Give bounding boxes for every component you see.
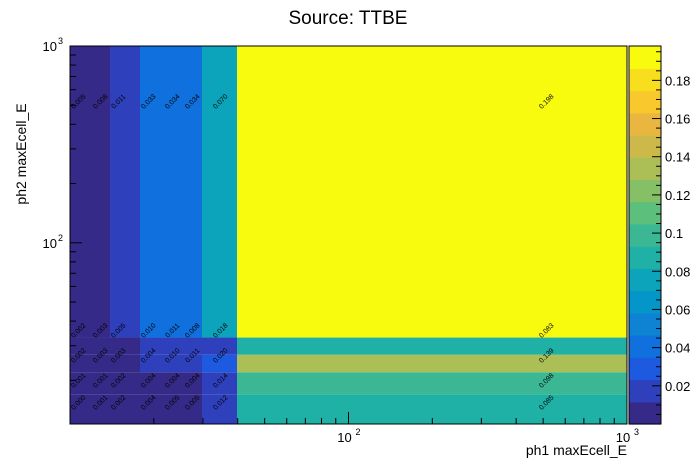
color-scale-tick-label: 0.12	[665, 188, 690, 203]
color-scale-segment	[629, 179, 661, 203]
heatmap-cells	[70, 46, 627, 424]
color-scale-segment	[629, 46, 661, 69]
color-scale-segment	[629, 379, 661, 403]
heatmap-cell	[202, 354, 237, 373]
color-scale-tick-label: 0.06	[665, 302, 690, 317]
color-scale-segment	[629, 357, 661, 381]
heatmap-cell	[237, 372, 627, 395]
heatmap-cell	[140, 372, 171, 395]
y-tick-label-exponent: 3	[58, 36, 63, 46]
heatmap-cell	[70, 46, 110, 338]
color-scale-segment	[629, 246, 661, 269]
heatmap-cell	[70, 354, 110, 373]
heatmap-cell	[110, 372, 140, 395]
heatmap-cell	[70, 394, 110, 424]
heatmap-cell	[110, 337, 140, 355]
y-tick-label: 10	[43, 39, 57, 54]
color-scale-segment	[629, 90, 661, 114]
x-tick-label: 10	[616, 430, 630, 445]
color-scale-tick-label: 0.08	[665, 264, 690, 279]
y-axis-label: ph2 maxEcell_E	[13, 103, 29, 204]
color-scale-segment	[629, 312, 661, 336]
heatmap-cell	[171, 372, 202, 395]
chart-title: Source: TTBE	[289, 8, 408, 29]
heatmap-cell	[202, 46, 237, 338]
x-tick-label: 10	[337, 430, 351, 445]
color-scale-segment	[629, 335, 661, 358]
heatmap-cell	[171, 337, 202, 355]
color-scale-segment	[629, 157, 661, 181]
heatmap-cell	[237, 337, 627, 355]
color-scale-tick-label: 0.1	[665, 226, 683, 241]
x-axis: 10 2 10 3	[69, 412, 639, 445]
color-scale-segment	[629, 268, 661, 292]
x-tick-label-exponent: 3	[634, 427, 639, 437]
color-scale-tick-label: 0.04	[665, 341, 690, 356]
color-scale-segment	[629, 112, 661, 136]
heatmap-cell	[237, 46, 627, 338]
x-tick-label-exponent: 2	[356, 427, 361, 437]
color-scale-segment	[629, 201, 661, 225]
heatmap-cell	[110, 46, 140, 338]
color-scale-segment	[629, 401, 661, 425]
x-axis-label: ph1 maxEcell_E	[526, 442, 627, 458]
heatmap-cell	[171, 354, 202, 373]
heatmap-cell	[110, 394, 140, 424]
heatmap-cell	[140, 337, 171, 355]
y-tick-label-exponent: 2	[58, 233, 63, 243]
color-scale-tick-label: 0.18	[665, 73, 690, 88]
y-tick-label: 10	[43, 236, 57, 251]
color-scale-tick-label: 0.16	[665, 112, 690, 127]
heatmap-cell	[202, 372, 237, 395]
heatmap-cell	[70, 337, 110, 355]
color-scale-tick-label: 0.02	[665, 379, 690, 394]
heatmap-cell	[110, 354, 140, 373]
color-scale-tick-label: 0.14	[665, 150, 690, 165]
color-scale-legend: 0.02 0.04 0.06 0.08 0.1 0.12 0.14 0.16 0.18	[628, 45, 690, 425]
color-scale-segment	[629, 223, 661, 247]
heatmap-cell	[237, 354, 627, 373]
color-scale-segment	[629, 134, 661, 158]
heatmap-cell	[140, 394, 171, 424]
color-scale-segment	[629, 290, 661, 314]
heatmap-cell	[140, 354, 171, 373]
heatmap-cell	[202, 337, 237, 355]
heatmap-cell	[171, 394, 202, 424]
color-scale-segment	[629, 68, 661, 92]
color-scale-frame	[628, 45, 662, 425]
heatmap-cell	[70, 372, 110, 395]
heatmap-cell	[140, 46, 171, 338]
heatmap-cell	[202, 394, 237, 424]
heatmap-cell	[171, 46, 202, 338]
